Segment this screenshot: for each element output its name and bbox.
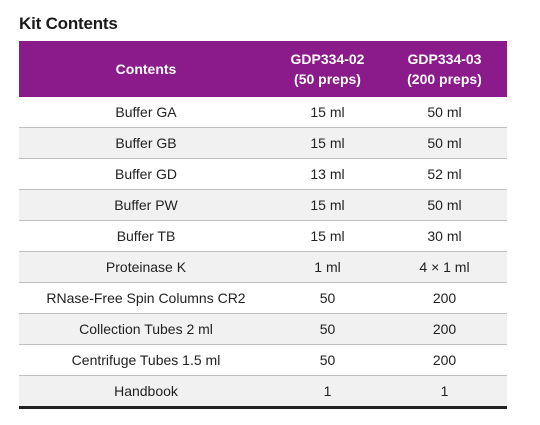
qty-200-preps: 50 ml bbox=[382, 97, 507, 128]
qty-50-preps: 15 ml bbox=[273, 220, 382, 252]
qty-200-preps: 200 bbox=[382, 313, 507, 345]
qty-50-preps: 50 bbox=[273, 313, 382, 345]
qty-50-preps: 15 ml bbox=[273, 127, 382, 159]
item-name: RNase-Free Spin Columns CR2 bbox=[19, 282, 273, 314]
table-row: Proteinase K 1 ml 4 × 1 ml bbox=[19, 251, 507, 283]
table-header-row: Contents GDP334-02 (50 preps) GDP334-03 … bbox=[19, 41, 507, 97]
item-name: Buffer GA bbox=[19, 97, 273, 128]
table-row: Handbook 1 1 bbox=[19, 375, 507, 409]
item-name: Buffer TB bbox=[19, 220, 273, 252]
qty-200-preps: 30 ml bbox=[382, 220, 507, 252]
table-row: Buffer GA 15 ml 50 ml bbox=[19, 97, 507, 128]
header-gdp334-03: GDP334-03 (200 preps) bbox=[382, 41, 507, 97]
item-name: Buffer PW bbox=[19, 189, 273, 221]
section-title: Kit Contents bbox=[19, 14, 118, 33]
qty-200-preps: 1 bbox=[382, 375, 507, 409]
table-row: Collection Tubes 2 ml 50 200 bbox=[19, 313, 507, 345]
table-row: Buffer GD 13 ml 52 ml bbox=[19, 158, 507, 190]
header-contents: Contents bbox=[19, 41, 273, 97]
table-row: Buffer TB 15 ml 30 ml bbox=[19, 220, 507, 252]
qty-200-preps: 50 ml bbox=[382, 127, 507, 159]
item-name: Proteinase K bbox=[19, 251, 273, 283]
table-row: Centrifuge Tubes 1.5 ml 50 200 bbox=[19, 344, 507, 376]
qty-200-preps: 4 × 1 ml bbox=[382, 251, 507, 283]
qty-50-preps: 13 ml bbox=[273, 158, 382, 190]
qty-200-preps: 50 ml bbox=[382, 189, 507, 221]
table-row: Buffer PW 15 ml 50 ml bbox=[19, 189, 507, 221]
item-name: Handbook bbox=[19, 375, 273, 409]
qty-200-preps: 200 bbox=[382, 344, 507, 376]
qty-50-preps: 50 bbox=[273, 282, 382, 314]
item-name: Collection Tubes 2 ml bbox=[19, 313, 273, 345]
qty-50-preps: 15 ml bbox=[273, 97, 382, 128]
table-row: Buffer GB 15 ml 50 ml bbox=[19, 127, 507, 159]
qty-50-preps: 15 ml bbox=[273, 189, 382, 221]
item-name: Buffer GB bbox=[19, 127, 273, 159]
qty-50-preps: 1 ml bbox=[273, 251, 382, 283]
qty-50-preps: 50 bbox=[273, 344, 382, 376]
kit-contents-table: Contents GDP334-02 (50 preps) GDP334-03 … bbox=[19, 41, 507, 409]
qty-50-preps: 1 bbox=[273, 375, 382, 409]
item-name: Centrifuge Tubes 1.5 ml bbox=[19, 344, 273, 376]
table-row: RNase-Free Spin Columns CR2 50 200 bbox=[19, 282, 507, 314]
qty-200-preps: 200 bbox=[382, 282, 507, 314]
qty-200-preps: 52 ml bbox=[382, 158, 507, 190]
header-gdp334-02: GDP334-02 (50 preps) bbox=[273, 41, 382, 97]
item-name: Buffer GD bbox=[19, 158, 273, 190]
